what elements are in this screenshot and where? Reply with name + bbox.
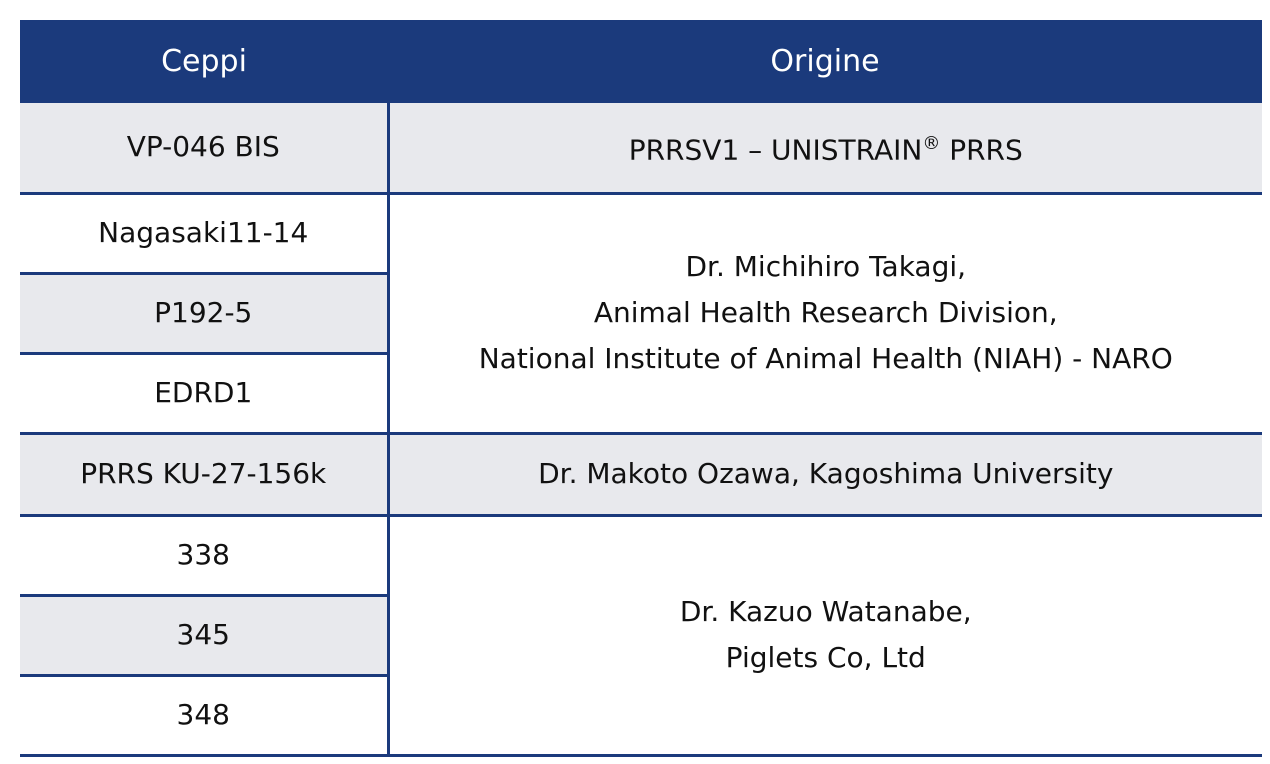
strain-cell: VP-046 BIS	[20, 103, 390, 195]
origin-line: Animal Health Research Division,	[593, 296, 1058, 329]
header-row: Ceppi Origine	[20, 20, 1262, 103]
origin-cell: Dr. Makoto Ozawa, Kagoshima University	[388, 433, 1262, 517]
strain-cell: P192-5	[20, 273, 390, 355]
header-ceppi: Ceppi	[20, 20, 388, 103]
strain-cell: 345	[20, 595, 390, 677]
table-row: VP-046 BIS PRRSV1 – UNISTRAIN® PRRS	[20, 103, 1262, 195]
strain-cell: EDRD1	[20, 353, 390, 435]
origin-cell: Dr. Kazuo Watanabe, Piglets Co, Ltd	[388, 515, 1262, 757]
origin-cell: PRRSV1 – UNISTRAIN® PRRS	[388, 103, 1262, 195]
table-row: EDRD1	[20, 353, 1262, 435]
origin-line: Dr. Kazuo Watanabe,	[679, 595, 972, 628]
origin-text: PRRS	[940, 133, 1023, 167]
origin-line: Dr. Michihiro Takagi,	[685, 250, 967, 283]
table-row: Nagasaki11-14 Dr. Michihiro Takagi, Anim…	[20, 193, 1262, 435]
origin-line: National Institute of Animal Health (NIA…	[478, 342, 1173, 375]
origin-cell: Dr. Michihiro Takagi, Animal Health Rese…	[388, 193, 1262, 435]
table-row: 345	[20, 595, 1262, 677]
strain-cell: Nagasaki11-14	[20, 193, 390, 275]
strain-origin-table: Ceppi Origine VP-046 BIS PRRSV1 – UNISTR…	[20, 20, 1262, 757]
table-row: 338 Dr. Kazuo Watanabe, Piglets Co, Ltd	[20, 515, 1262, 757]
strain-cell: 338	[20, 515, 390, 597]
origin-line: Piglets Co, Ltd	[725, 641, 926, 674]
table-row: PRRS KU-27-156k Dr. Makoto Ozawa, Kagosh…	[20, 433, 1262, 517]
strain-cell: PRRS KU-27-156k	[20, 433, 390, 517]
header-origine: Origine	[388, 20, 1262, 103]
table-row: 348	[20, 675, 1262, 757]
origin-text: PRRSV1 – UNISTRAIN	[628, 133, 923, 167]
registered-mark: ®	[922, 133, 941, 155]
strain-cell: 348	[20, 675, 390, 757]
table-row: P192-5	[20, 273, 1262, 355]
